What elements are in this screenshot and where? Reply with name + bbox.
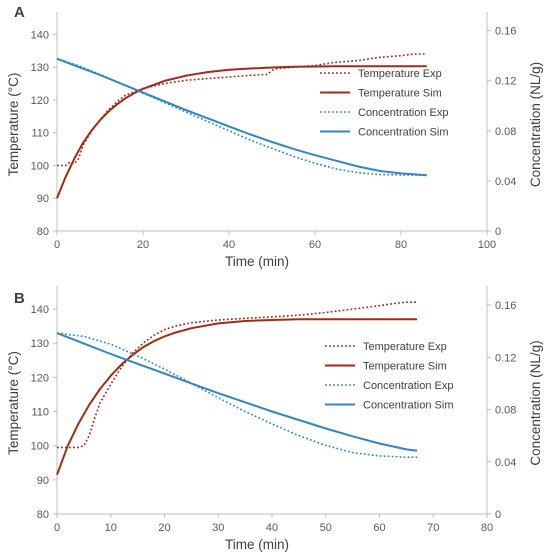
y-right-tick-label: 0.04 xyxy=(495,457,516,469)
y-right-tick-label: 0.04 xyxy=(495,176,516,188)
y-left-tick-label: 130 xyxy=(31,62,49,74)
y-right-tick-label: 0.12 xyxy=(495,76,516,88)
x-tick-label: 20 xyxy=(137,239,149,251)
legend-label: Concentration Sim xyxy=(358,127,449,139)
legend-label: Concentration Exp xyxy=(358,107,449,119)
y-left-tick-label: 120 xyxy=(31,95,49,107)
x-tick-label: 100 xyxy=(478,239,496,251)
series-line-concentration-sim xyxy=(56,332,418,452)
x-axis-title: Time (min) xyxy=(225,537,289,552)
x-tick-label: 0 xyxy=(54,522,60,534)
x-tick-label: 50 xyxy=(320,522,332,534)
series-line-temperature-exp xyxy=(57,301,418,449)
y-left-tick-label: 140 xyxy=(31,304,49,316)
y-left-tick-label: 140 xyxy=(31,29,49,41)
legend-label: Temperature Exp xyxy=(358,68,442,80)
series-line-temperature-exp xyxy=(57,53,427,167)
legend-label: Concentration Sim xyxy=(363,400,454,412)
x-tick-label: 60 xyxy=(373,522,385,534)
series-line-concentration-sim xyxy=(56,57,427,177)
x-tick-label: 60 xyxy=(309,239,321,251)
x-tick-label: 70 xyxy=(427,522,439,534)
y-right-tick-label: 0.08 xyxy=(495,126,516,138)
y-right-axis-title: Concentration (NL/g) xyxy=(528,340,543,465)
y-left-tick-label: 100 xyxy=(31,160,49,172)
y-right-tick-label: 0.16 xyxy=(495,300,516,312)
y-left-axis-title: Temperature (°C) xyxy=(6,351,21,455)
y-right-tick-label: 0 xyxy=(495,509,501,521)
y-left-axis-title: Temperature (°C) xyxy=(6,73,21,177)
y-left-tick-label: 90 xyxy=(37,193,49,205)
x-tick-label: 20 xyxy=(158,522,170,534)
chart-panel-a: A 0 20 40 60 80 100 80 90 100 110 120 130 140 0 0.04 0.0… xyxy=(6,4,543,269)
y-left-tick-label: 130 xyxy=(31,338,49,350)
legend-label: Concentration Exp xyxy=(363,380,454,392)
series-line-concentration-exp xyxy=(56,332,418,458)
y-left-tick-label: 110 xyxy=(31,407,49,419)
y-right-tick-label: 0.08 xyxy=(495,405,516,417)
legend-label: Temperature Sim xyxy=(358,88,442,100)
x-tick-label: 80 xyxy=(481,522,493,534)
y-right-tick-label: 0.12 xyxy=(495,352,516,364)
y-left-tick-label: 110 xyxy=(31,128,49,140)
x-axis-title: Time (min) xyxy=(225,254,289,269)
y-left-tick-label: 120 xyxy=(31,372,49,384)
legend-label: Temperature Sim xyxy=(363,361,447,373)
y-left-tick-label: 80 xyxy=(37,226,49,238)
x-tick-label: 40 xyxy=(223,239,235,251)
series-line-temperature-sim xyxy=(56,318,418,476)
y-left-tick-label: 100 xyxy=(31,441,49,453)
y-left-tick-label: 90 xyxy=(37,475,49,487)
chart-panel-b: B 0 10 20 30 40 50 60 70 80 80 90 100 110 120 130 140 0 0.… xyxy=(6,286,543,552)
series-line-temperature-sim xyxy=(56,65,427,199)
x-tick-label: 0 xyxy=(54,239,60,251)
legend: Temperature Exp Temperature Sim Concentrat… xyxy=(325,341,454,412)
x-tick-label: 30 xyxy=(212,522,224,534)
y-right-axis-title: Concentration (NL/g) xyxy=(528,62,543,187)
panel-label: B xyxy=(14,290,25,307)
legend-label: Temperature Exp xyxy=(363,341,447,353)
x-tick-label: 40 xyxy=(266,522,278,534)
x-tick-label: 80 xyxy=(395,239,407,251)
x-tick-label: 10 xyxy=(105,522,117,534)
y-left-tick-label: 80 xyxy=(37,509,49,521)
legend: Temperature Exp Temperature Sim Concentrat… xyxy=(320,68,449,139)
y-right-tick-label: 0 xyxy=(495,226,501,238)
panel-label: A xyxy=(14,4,25,21)
y-right-tick-label: 0.16 xyxy=(495,26,516,38)
